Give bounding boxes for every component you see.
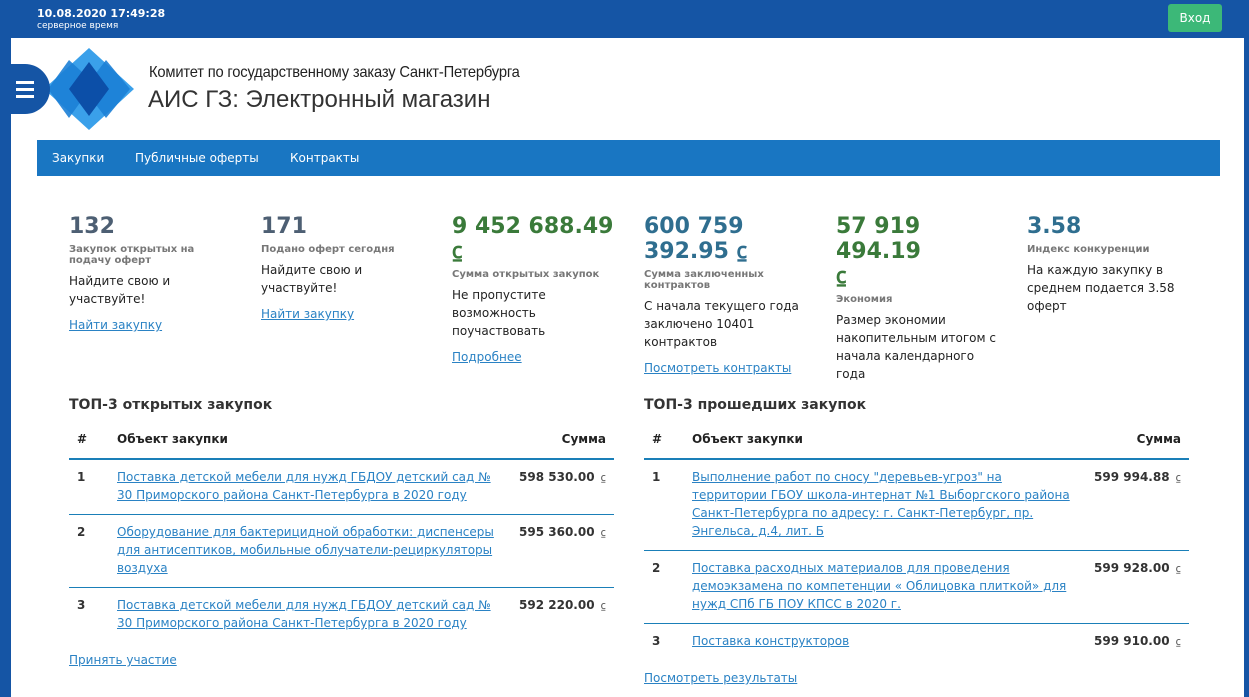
purchase-link[interactable]: Поставка конструкторов xyxy=(692,634,850,648)
view-contracts-link[interactable]: Посмотреть контракты xyxy=(644,361,792,375)
top-open-title: ТОП-3 открытых закупок xyxy=(69,397,273,413)
app-title: АИС ГЗ: Электронный магазин xyxy=(148,86,491,113)
stat-value: 132 xyxy=(69,214,115,239)
stat-value: 9 452 688.49 xyxy=(452,214,614,239)
stat-value: 57 919 494.19 xyxy=(836,214,921,264)
row-sum: 599 928.00 xyxy=(1094,561,1170,575)
stat-savings: 57 919 494.19 ⃀ Экономия Размер экономии … xyxy=(836,214,1001,383)
find-purchase-link[interactable]: Найти закупку xyxy=(261,307,355,321)
stat-offers-today: 171 Подано оферт сегодня Найдите свою и … xyxy=(261,214,431,321)
table-row: 3 Поставка конструкторов 599 910.00 ⃀ xyxy=(644,624,1189,662)
row-sum: 599 910.00 xyxy=(1094,634,1170,648)
row-num: 3 xyxy=(77,598,86,612)
col-obj: Объект закупки xyxy=(692,420,1072,460)
stat-label: Закупок открытых на подачу оферт xyxy=(69,244,195,266)
stat-value: 600 759 392.95 xyxy=(644,214,744,264)
row-num: 3 xyxy=(652,634,661,648)
currency-icon: ⃀ xyxy=(1175,635,1181,648)
logo-icon xyxy=(44,48,134,130)
row-sum: 599 994.88 xyxy=(1094,470,1170,484)
menu-toggle-button[interactable] xyxy=(0,64,50,114)
top-past-table: # Объект закупки Сумма 1 Выполнение рабо… xyxy=(644,420,1189,661)
stat-label: Индекс конкуренции xyxy=(1027,244,1150,255)
currency-icon: ⃀ xyxy=(600,471,606,484)
stat-open-sum: 9 452 688.49 ⃀ Сумма открытых закупок Не … xyxy=(452,214,622,364)
table-row: 1 Выполнение работ по сносу "деревьев-уг… xyxy=(644,459,1189,551)
currency-icon: ⃀ xyxy=(836,264,847,289)
stat-label: Сумма открытых закупок xyxy=(452,269,600,280)
top-past-title: ТОП-3 прошедших закупок xyxy=(644,397,867,413)
stat-desc: С начала текущего года заключено 10401 к… xyxy=(644,299,799,349)
col-sum: Сумма xyxy=(1072,420,1189,460)
hamburger-icon xyxy=(16,79,34,100)
currency-icon: ⃀ xyxy=(600,599,606,612)
currency-icon: ⃀ xyxy=(736,239,748,264)
currency-icon: ⃀ xyxy=(1175,562,1181,575)
main-nav: Закупки Публичные оферты Контракты xyxy=(37,140,1220,176)
currency-icon: ⃀ xyxy=(1175,471,1181,484)
nav-item-public-offers[interactable]: Публичные оферты xyxy=(135,151,259,165)
server-time-label: серверное время xyxy=(37,21,119,31)
row-sum: 592 220.00 xyxy=(519,598,595,612)
stat-desc: На каждую закупку в среднем подается 3.5… xyxy=(1027,263,1175,313)
find-purchase-link[interactable]: Найти закупку xyxy=(69,318,163,332)
col-sum: Сумма xyxy=(497,420,614,460)
top-bar: 10.08.2020 17:49:28 серверное время Вход xyxy=(0,0,1249,38)
table-row: 2 Оборудование для бактерицидной обработ… xyxy=(69,514,614,588)
row-num: 2 xyxy=(644,550,692,624)
stat-desc: Найдите свою и участвуйте! xyxy=(261,263,363,295)
row-num: 1 xyxy=(69,459,117,515)
participate-link[interactable]: Принять участие xyxy=(69,653,177,667)
stat-desc: Размер экономии накопительным итогом с н… xyxy=(836,313,996,381)
currency-icon: ⃀ xyxy=(600,526,606,539)
purchase-link[interactable]: Выполнение работ по сносу "деревьев-угро… xyxy=(692,470,1070,538)
top-open-table: # Объект закупки Сумма 1 Поставка детско… xyxy=(69,420,614,642)
purchase-link[interactable]: Поставка расходных материалов для провед… xyxy=(692,561,1067,611)
purchase-link[interactable]: Поставка детской мебели для нужд ГБДОУ д… xyxy=(117,470,491,502)
row-sum: 595 360.00 xyxy=(519,525,595,539)
table-row: 3 Поставка детской мебели для нужд ГБДОУ… xyxy=(69,588,614,643)
login-button[interactable]: Вход xyxy=(1168,4,1222,32)
nav-item-contracts[interactable]: Контракты xyxy=(290,151,360,165)
view-results-link[interactable]: Посмотреть результаты xyxy=(644,671,798,685)
org-name: Комитет по государственному заказу Санкт… xyxy=(149,64,520,81)
stat-desc: Найдите свою и участвуйте! xyxy=(69,274,171,306)
more-details-link[interactable]: Подробнее xyxy=(452,350,522,364)
col-num: # xyxy=(644,420,692,460)
table-row: 2 Поставка расходных материалов для пров… xyxy=(644,550,1189,624)
purchase-link[interactable]: Поставка детской мебели для нужд ГБДОУ д… xyxy=(117,598,491,630)
col-obj: Объект закупки xyxy=(117,420,497,460)
page-border xyxy=(1244,38,1249,697)
row-sum: 598 530.00 xyxy=(519,470,595,484)
stat-value: 3.58 xyxy=(1027,214,1082,239)
purchase-link[interactable]: Оборудование для бактерицидной обработки… xyxy=(117,525,494,575)
stat-label: Сумма заключенных контрактов xyxy=(644,269,764,291)
server-datetime: 10.08.2020 17:49:28 xyxy=(37,7,166,20)
stat-contracts-sum: 600 759 392.95 ⃀ Сумма заключенных контр… xyxy=(644,214,804,375)
row-num: 1 xyxy=(644,459,692,551)
stat-label: Экономия xyxy=(836,294,893,305)
nav-item-purchases[interactable]: Закупки xyxy=(52,151,105,165)
row-num: 2 xyxy=(69,514,117,588)
currency-icon: ⃀ xyxy=(452,239,463,264)
table-row: 1 Поставка детской мебели для нужд ГБДОУ… xyxy=(69,459,614,515)
stat-value: 171 xyxy=(261,214,307,239)
stat-desc: Не пропустите возможность поучаствовать xyxy=(452,288,546,338)
stat-open-purchases: 132 Закупок открытых на подачу оферт Най… xyxy=(69,214,239,332)
col-num: # xyxy=(69,420,117,460)
stat-label: Подано оферт сегодня xyxy=(261,244,395,255)
stat-competition-index: 3.58 Индекс конкуренции На каждую закупк… xyxy=(1027,214,1187,315)
